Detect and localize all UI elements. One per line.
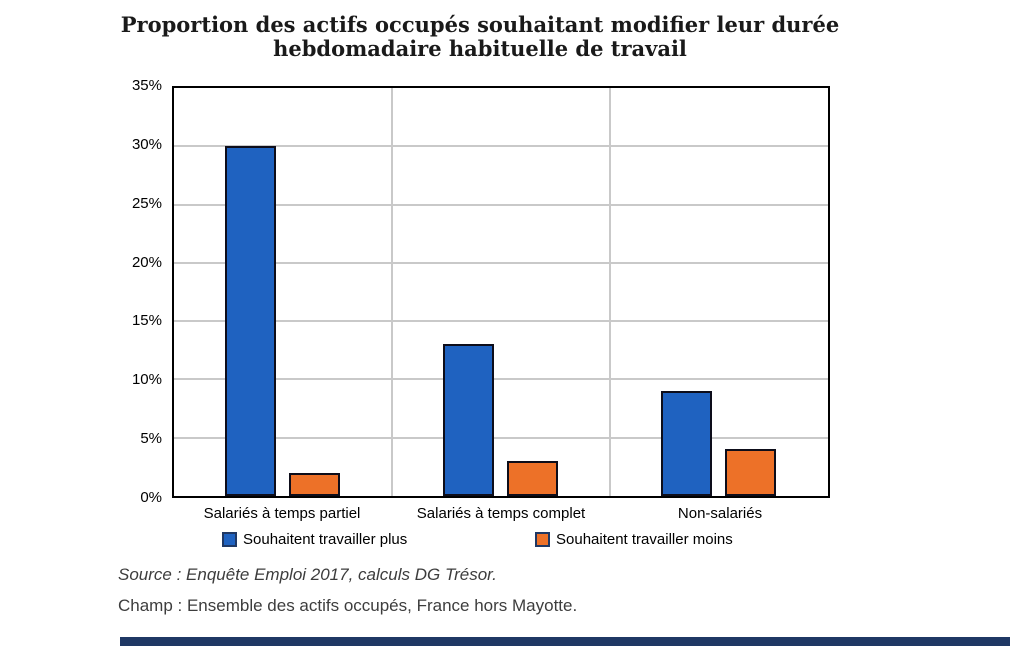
y-tick-label: 20%: [131, 254, 162, 271]
gridline-horizontal: [174, 145, 828, 147]
y-tick-label: 35%: [131, 77, 162, 94]
bar: [661, 391, 712, 496]
x-category-label: Salariés à temps partiel: [203, 505, 361, 522]
gridline-horizontal: [174, 378, 828, 380]
legend-label: Souhaitent travailler moins: [556, 531, 733, 548]
legend-swatch-icon: [535, 532, 550, 547]
chart-title-line1: Proportion des actifs occupés souhaitant…: [120, 12, 840, 37]
y-tick-label: 15%: [131, 312, 162, 329]
y-tick-label: 25%: [131, 195, 162, 212]
legend-entry: Souhaitent travailler plus: [222, 531, 407, 548]
bar: [225, 146, 276, 496]
legend: Souhaitent travailler plus Souhaitent tra…: [172, 531, 830, 551]
footer-bar: [120, 637, 1010, 646]
plot-area: [172, 86, 830, 498]
y-tick-label: 30%: [131, 136, 162, 153]
legend-swatch-icon: [222, 532, 237, 547]
gridline-horizontal: [174, 320, 828, 322]
source-note: Source : Enquête Emploi 2017, calculs DG…: [118, 565, 497, 584]
x-category-label: Salariés à temps complet: [416, 505, 586, 522]
chart-title: Proportion des actifs occupés souhaitant…: [117, 13, 843, 61]
legend-entry: Souhaitent travailler moins: [535, 531, 733, 548]
y-tick-label: 10%: [131, 371, 162, 388]
gridline-horizontal: [174, 437, 828, 439]
y-tick-label: 5%: [140, 430, 162, 447]
champ-note: Champ : Ensemble des actifs occupés, Fra…: [118, 596, 578, 615]
bar: [507, 461, 558, 496]
gridline-vertical: [391, 88, 393, 496]
gridline-vertical: [609, 88, 611, 496]
x-category-label: Non-salariés: [677, 505, 763, 522]
bar: [289, 473, 340, 496]
bar: [725, 449, 776, 496]
gridline-horizontal: [174, 204, 828, 206]
chart-title-line2: hebdomadaire habituelle de travail: [273, 36, 687, 61]
y-tick-label: 0%: [140, 489, 162, 506]
legend-label: Souhaitent travailler plus: [243, 531, 408, 548]
gridline-horizontal: [174, 262, 828, 264]
bar: [443, 344, 494, 496]
